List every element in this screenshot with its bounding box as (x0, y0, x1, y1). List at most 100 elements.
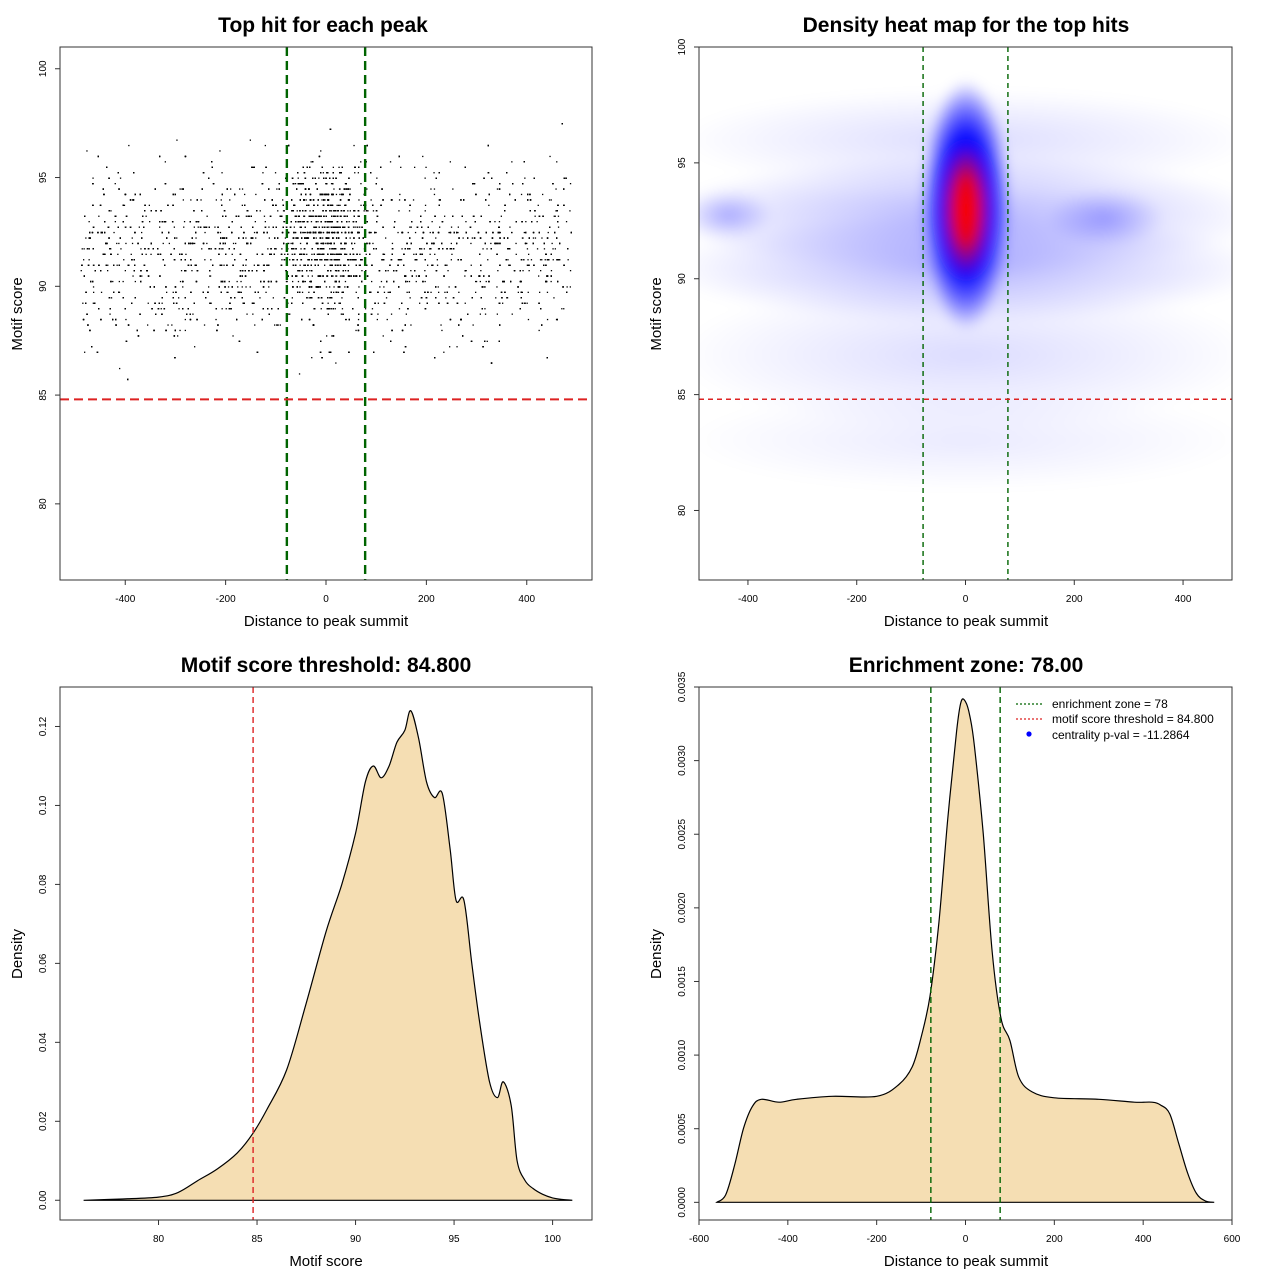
scatter-point (429, 231, 431, 234)
scatter-point (472, 215, 474, 217)
scatter-point (138, 226, 140, 228)
scatter-point (326, 335, 328, 337)
scatter-point (329, 264, 331, 266)
scatter-point (296, 210, 298, 212)
scatter-point (458, 291, 460, 293)
scatter-point (532, 237, 535, 239)
scatter-point (125, 318, 127, 321)
scatter-point (424, 210, 426, 212)
scatter-point (303, 253, 306, 255)
scatter-point (264, 144, 266, 147)
scatter-point (431, 221, 433, 223)
scatter-point (301, 183, 303, 185)
scatter-point (192, 313, 194, 315)
scatter-point (540, 270, 542, 272)
scatter-point (475, 280, 478, 283)
scatter-point (132, 275, 134, 277)
scatter-point (210, 302, 212, 304)
scatter-point (339, 204, 341, 206)
scatter-point (470, 242, 472, 245)
scatter-point (246, 313, 248, 315)
scatter-point (348, 264, 350, 266)
scatter-point (93, 264, 95, 266)
scatter-point (360, 183, 362, 185)
scatter-point (321, 199, 323, 201)
scatter-point (385, 297, 388, 299)
scatter-point (267, 248, 269, 250)
scatter-point (515, 253, 517, 255)
scatter-point (298, 373, 301, 375)
scatter-point (449, 161, 451, 163)
scatter-point (282, 199, 284, 201)
scatter-point (563, 308, 565, 310)
scatter-point (206, 242, 208, 245)
scatter-point (297, 177, 299, 179)
scatter-point (526, 242, 528, 245)
scatter-point (281, 248, 283, 250)
scatter-point (252, 166, 254, 168)
scatter-point (385, 237, 387, 239)
scatter-point (379, 286, 381, 288)
scatter-point (294, 183, 297, 185)
scatter-point (544, 259, 546, 261)
scatter-point (366, 188, 368, 190)
scatter-point (225, 308, 227, 310)
scatter-point (334, 253, 336, 255)
scatter-point (486, 248, 488, 250)
scatter-point (259, 297, 261, 299)
scatter-point (265, 291, 267, 293)
scatter-point (340, 253, 342, 255)
scatter-point (140, 248, 142, 250)
scatter-point (552, 248, 554, 250)
scatter-point (330, 183, 333, 185)
scatter-point (472, 324, 474, 326)
scatter-point (293, 226, 295, 228)
scatter-point (443, 351, 445, 353)
scatter-point (409, 297, 411, 299)
scatter-point (557, 226, 560, 228)
scatter-point (462, 237, 464, 239)
scatter-point (436, 264, 439, 266)
scatter-point (88, 248, 90, 250)
scatter-point (179, 329, 181, 332)
scatter-point (383, 291, 386, 293)
scatter-point (330, 210, 333, 212)
scatter-point (451, 253, 453, 255)
scatter-point (318, 226, 320, 228)
scatter-point (542, 193, 544, 196)
scatter-point (447, 270, 449, 272)
scatter-point (221, 308, 223, 310)
scatter-point (309, 270, 311, 272)
scatter-point (536, 248, 539, 250)
scatter-point (178, 308, 180, 310)
scatter-point (406, 280, 409, 283)
scatter-point (527, 291, 529, 293)
scatter-point (279, 324, 281, 326)
scatter-point (511, 313, 513, 315)
scatter-point (483, 286, 485, 288)
scatter-point (93, 291, 95, 293)
scatter-point (457, 231, 459, 234)
scatter-point (543, 248, 546, 250)
scatter-point (281, 259, 283, 261)
scatter-point (308, 291, 310, 293)
scatter-point (327, 302, 329, 304)
scatter-point (277, 324, 279, 326)
scatter-point (484, 286, 486, 288)
scatter-point (548, 199, 551, 201)
scatter-point (475, 291, 477, 293)
scatter-point (176, 139, 178, 141)
scatter-point (203, 226, 205, 228)
scatter-point (555, 210, 557, 212)
scatter-point (320, 150, 322, 152)
scatter-point (226, 291, 228, 293)
scatter-point (141, 275, 143, 277)
scatter-point (415, 280, 417, 283)
scatter-point (433, 188, 436, 190)
scatter-point (263, 215, 266, 217)
scatter-point (320, 308, 322, 310)
scatter-point (550, 280, 552, 283)
scatter-point (221, 172, 223, 174)
scatter-point (530, 259, 533, 261)
scatter-point (341, 297, 343, 299)
